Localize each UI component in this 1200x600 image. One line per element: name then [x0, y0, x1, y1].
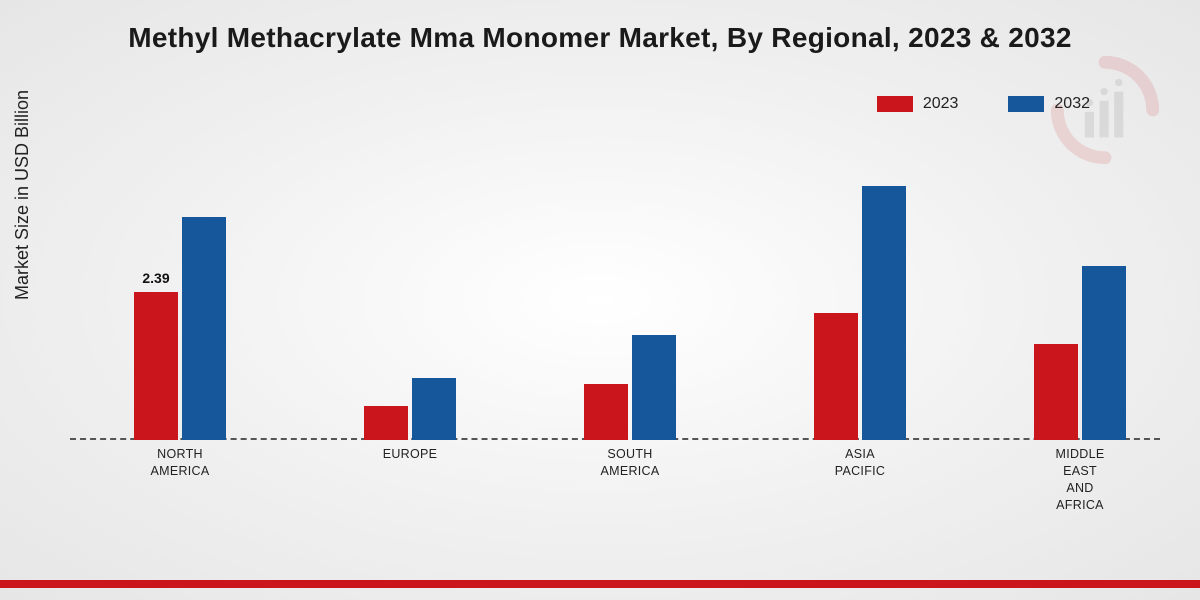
legend-item-2023: 2023: [877, 95, 959, 113]
footer-accent-bar: [0, 580, 1200, 588]
bar-group: [1034, 266, 1126, 440]
bar: [182, 217, 226, 440]
legend-label-2032: 2032: [1054, 95, 1090, 113]
bar: [584, 384, 628, 440]
x-axis-label: EUROPE: [350, 446, 470, 463]
legend: 2023 2032: [877, 95, 1090, 113]
bar: [632, 335, 676, 440]
x-axis-label: SOUTHAMERICA: [570, 446, 690, 480]
legend-swatch-2032: [1008, 96, 1044, 112]
legend-swatch-2023: [877, 96, 913, 112]
plot-area: 2.39: [70, 130, 1160, 440]
x-axis-label: NORTHAMERICA: [120, 446, 240, 480]
x-axis-label: ASIAPACIFIC: [800, 446, 920, 480]
bar-value-label: 2.39: [126, 270, 186, 286]
bar: [364, 406, 408, 440]
bar-group: [584, 335, 676, 440]
bar-group: 2.39: [134, 217, 226, 440]
legend-item-2032: 2032: [1008, 95, 1090, 113]
bar-group: [364, 378, 456, 440]
bar: [1034, 344, 1078, 440]
x-axis-labels: NORTHAMERICA EUROPE SOUTHAMERICA ASIAPACIFI…: [70, 446, 1160, 556]
bar: [1082, 266, 1126, 440]
bar: [814, 313, 858, 440]
x-axis-label: MIDDLEEASTANDAFRICA: [1020, 446, 1140, 514]
bar: [412, 378, 456, 440]
bar: [134, 292, 178, 440]
bar: [862, 186, 906, 440]
legend-label-2023: 2023: [923, 95, 959, 113]
y-axis-label: Market Size in USD Billion: [12, 90, 33, 300]
bar-group: [814, 186, 906, 440]
chart-title: Methyl Methacrylate Mma Monomer Market, …: [0, 0, 1200, 54]
